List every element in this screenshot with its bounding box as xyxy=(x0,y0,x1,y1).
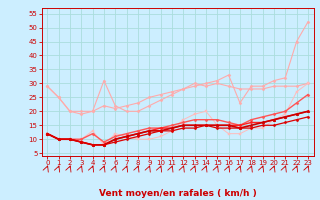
Text: Vent moyen/en rafales ( km/h ): Vent moyen/en rafales ( km/h ) xyxy=(99,189,256,198)
